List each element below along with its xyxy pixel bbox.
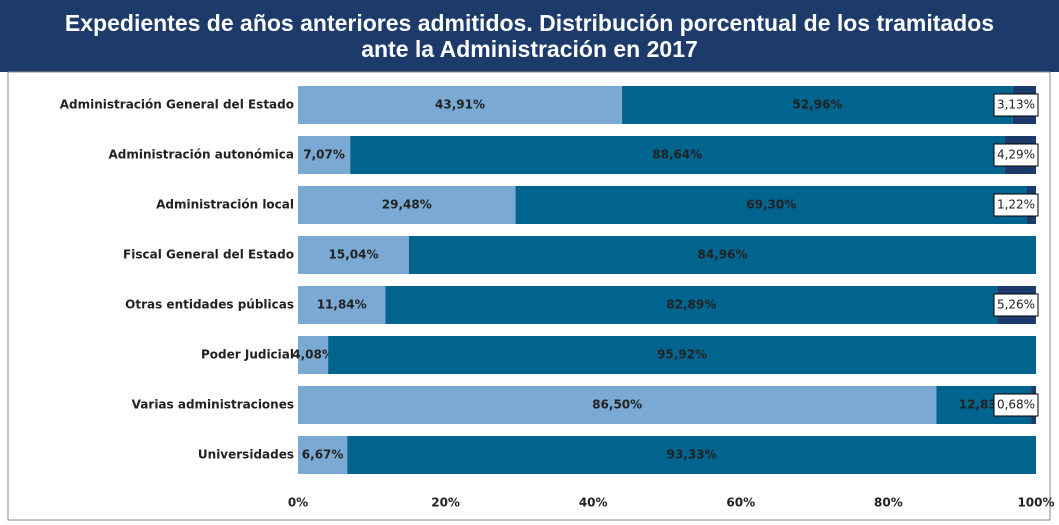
data-label: 3,13%	[997, 98, 1035, 112]
data-label: 5,26%	[997, 298, 1035, 312]
y-tick-label: Otras entidades públicas	[125, 298, 294, 312]
x-tick-label: 80%	[874, 496, 903, 510]
bar-segment	[515, 186, 1027, 224]
y-tick-label: Varias administraciones	[132, 398, 294, 412]
data-label-box	[993, 143, 1039, 167]
bar-segment	[622, 86, 1013, 124]
data-label: 82,89%	[666, 298, 716, 312]
y-tick-label: Administración General del Estado	[60, 98, 294, 112]
data-label: 43,91%	[435, 98, 485, 112]
bar-segment	[298, 186, 516, 224]
data-label: 88,64%	[652, 148, 702, 162]
bar-segment	[298, 436, 348, 474]
x-tick-label: 100%	[1017, 496, 1054, 510]
data-label-box	[993, 193, 1039, 217]
data-label: 93,33%	[667, 448, 717, 462]
data-label: 52,96%	[792, 98, 842, 112]
data-label: 84,96%	[698, 248, 748, 262]
bar-segment	[298, 86, 623, 124]
bar-segment	[347, 436, 1036, 474]
chart-frame	[7, 71, 1051, 521]
data-label-box	[993, 393, 1039, 417]
x-tick-label: 60%	[726, 496, 755, 510]
bar-segment	[328, 336, 1036, 374]
bar-segment	[298, 336, 329, 374]
bar-segment	[298, 236, 409, 274]
data-label: 69,30%	[746, 198, 796, 212]
chart-title: Expedientes de años anteriores admitidos…	[64, 10, 995, 62]
y-tick-label: Fiscal General del Estado	[123, 248, 294, 262]
title-banner: Expedientes de años anteriores admitidos…	[0, 0, 1059, 72]
data-label: 6,67%	[302, 448, 344, 462]
x-tick-label: 0%	[288, 496, 308, 510]
data-label-box	[993, 293, 1039, 317]
x-tick-label: 40%	[579, 496, 608, 510]
data-label-box	[993, 93, 1039, 117]
y-tick-label: Administración local	[156, 198, 294, 212]
bar-segment	[298, 136, 351, 174]
data-label: 95,92%	[657, 348, 707, 362]
data-label: 4,08%	[292, 348, 334, 362]
data-label: 1,22%	[997, 198, 1035, 212]
data-label: 11,84%	[317, 298, 367, 312]
data-label: 7,07%	[303, 148, 345, 162]
y-tick-label: Administración autonómica	[109, 148, 294, 162]
bar-segment	[298, 286, 386, 324]
data-label: 29,48%	[382, 198, 432, 212]
data-label: 0,68%	[997, 398, 1035, 412]
data-label: 4,29%	[997, 148, 1035, 162]
data-label: 15,04%	[329, 248, 379, 262]
bar-segment	[408, 236, 1036, 274]
y-tick-label: Poder Judicial	[201, 348, 294, 362]
bar-segment	[350, 136, 1005, 174]
bar-segment	[385, 286, 998, 324]
y-tick-label: Universidades	[198, 448, 294, 462]
bar-segment	[298, 386, 937, 424]
x-tick-label: 20%	[431, 496, 460, 510]
data-label: 86,50%	[592, 398, 642, 412]
